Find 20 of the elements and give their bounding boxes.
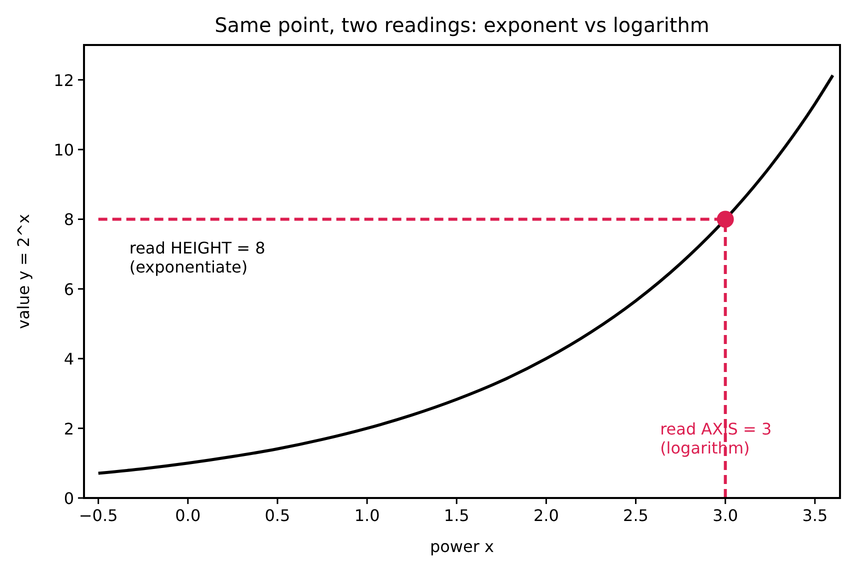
x-axis-title: power x <box>430 537 494 556</box>
x-tick-label: 0.0 <box>175 506 201 525</box>
x-tick-label: 1.0 <box>354 506 380 525</box>
x-tick-label: 1.5 <box>444 506 470 525</box>
y-tick-label: 6 <box>64 280 74 299</box>
chart-title: Same point, two readings: exponent vs logarithm <box>214 13 710 37</box>
y-tick-label: 12 <box>54 70 74 90</box>
x-tick-label: 3.5 <box>802 506 828 525</box>
x-tick-label: 0.5 <box>264 506 290 525</box>
x-tick-label: 2.0 <box>533 506 559 525</box>
x-tick-label: −0.5 <box>78 506 118 525</box>
x-tick-label: 2.5 <box>623 506 648 525</box>
y-tick-label: 2 <box>64 419 74 438</box>
y-tick-label: 8 <box>64 210 74 230</box>
y-tick-label: 10 <box>54 140 74 160</box>
annotation: read HEIGHT = 8 (exponentiate) <box>129 238 266 276</box>
y-axis-title: value y = 2^x <box>14 214 33 329</box>
x-tick-label: 3.0 <box>712 506 738 525</box>
y-tick-label: 4 <box>64 350 74 369</box>
y-tick-label: 0 <box>64 489 74 508</box>
